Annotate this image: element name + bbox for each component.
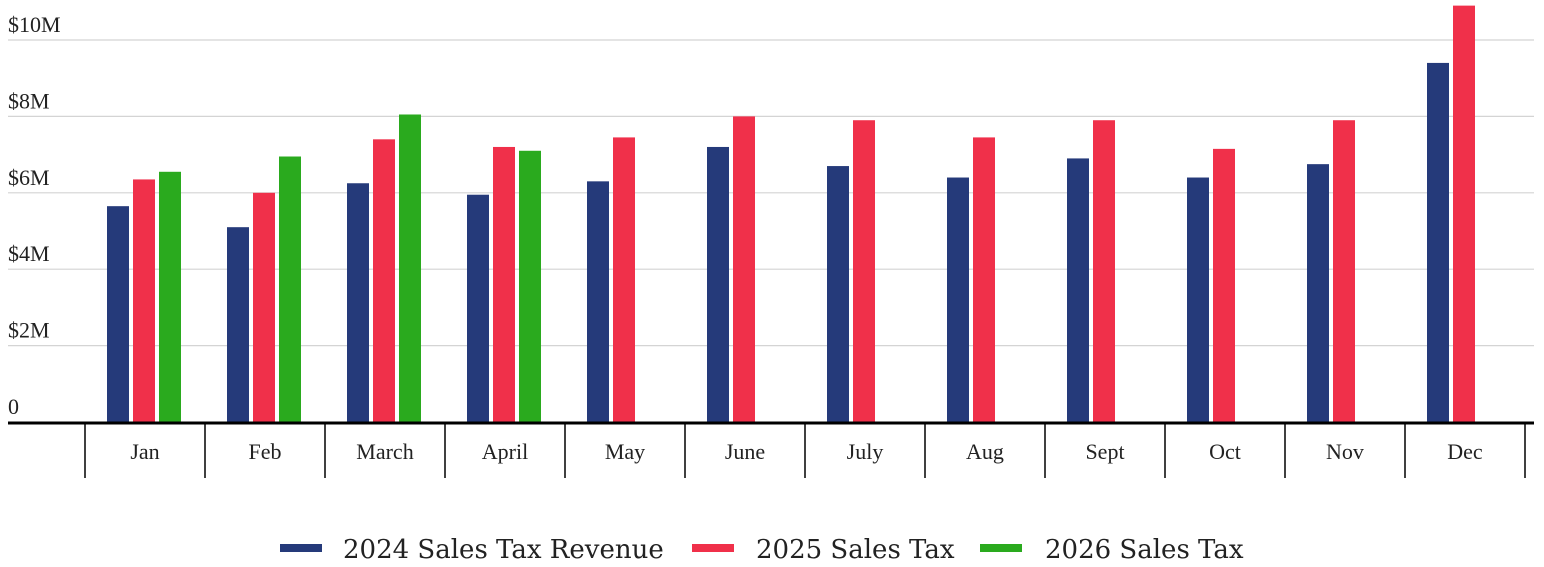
y-axis: 0 $2M $4M $6M $8M $10M [8,12,61,419]
bar-2-nov [1333,120,1355,422]
y-tick-label: $4M [8,241,50,266]
bars [107,5,1475,423]
bar-1-march [347,183,369,422]
bar-3-feb [279,156,301,422]
bar-1-july [827,166,849,422]
x-tick-label: May [605,439,645,464]
bar-1-nov [1307,164,1329,422]
x-tick-label: March [356,439,413,464]
bar-2-dec [1453,5,1475,423]
bar-2-march [373,139,395,422]
bar-2-april [493,146,515,422]
bar-3-march [399,114,421,423]
x-tick-label: Sept [1085,439,1124,464]
y-tick-label: $6M [8,165,50,190]
legend-swatch [980,544,1022,552]
legend-swatch [692,544,734,552]
bar-1-jan [107,206,129,422]
x-tick-label: July [847,439,884,464]
bar-1-april [467,194,489,422]
bar-2-feb [253,192,275,422]
y-tick-label: $8M [8,88,50,113]
x-tick-label: Dec [1447,439,1483,464]
y-tick-label: $2M [8,318,50,343]
bar-2-july [853,120,875,422]
x-tick-label: April [482,439,528,464]
y-tick-label: $10M [8,12,61,37]
bar-3-jan [159,171,181,422]
bar-1-may [587,181,609,422]
x-tick-label: Oct [1209,439,1241,464]
bar-2-jan [133,179,155,422]
x-tick-label: Aug [966,439,1004,464]
x-tick-label: Feb [249,439,282,464]
x-tick-label: Jan [130,439,159,464]
bar-1-sept [1067,158,1089,423]
x-tick-label: Nov [1326,439,1364,464]
x-tick-label: June [725,439,765,464]
legend: 2024 Sales Tax Revenue 2025 Sales Tax 2026… [280,535,1244,565]
bar-1-oct [1187,177,1209,422]
bar-2-may [613,137,635,422]
bar-1-june [707,146,729,422]
bar-3-april [519,150,541,422]
y-tick-label: 0 [8,394,19,419]
legend-label: 2025 Sales Tax [756,535,955,565]
legend-label: 2026 Sales Tax [1045,535,1244,565]
bar-2-aug [973,137,995,422]
legend-swatch [280,544,322,552]
bar-2-oct [1213,148,1235,422]
bar-2-sept [1093,120,1115,422]
bar-1-feb [227,227,249,422]
bar-2-june [733,116,755,423]
x-axis: Jan Feb March April May June July Aug Sept Oct Nov… [8,421,1534,478]
legend-label: 2024 Sales Tax Revenue [343,535,664,565]
bar-1-dec [1427,62,1449,423]
bar-1-aug [947,177,969,422]
